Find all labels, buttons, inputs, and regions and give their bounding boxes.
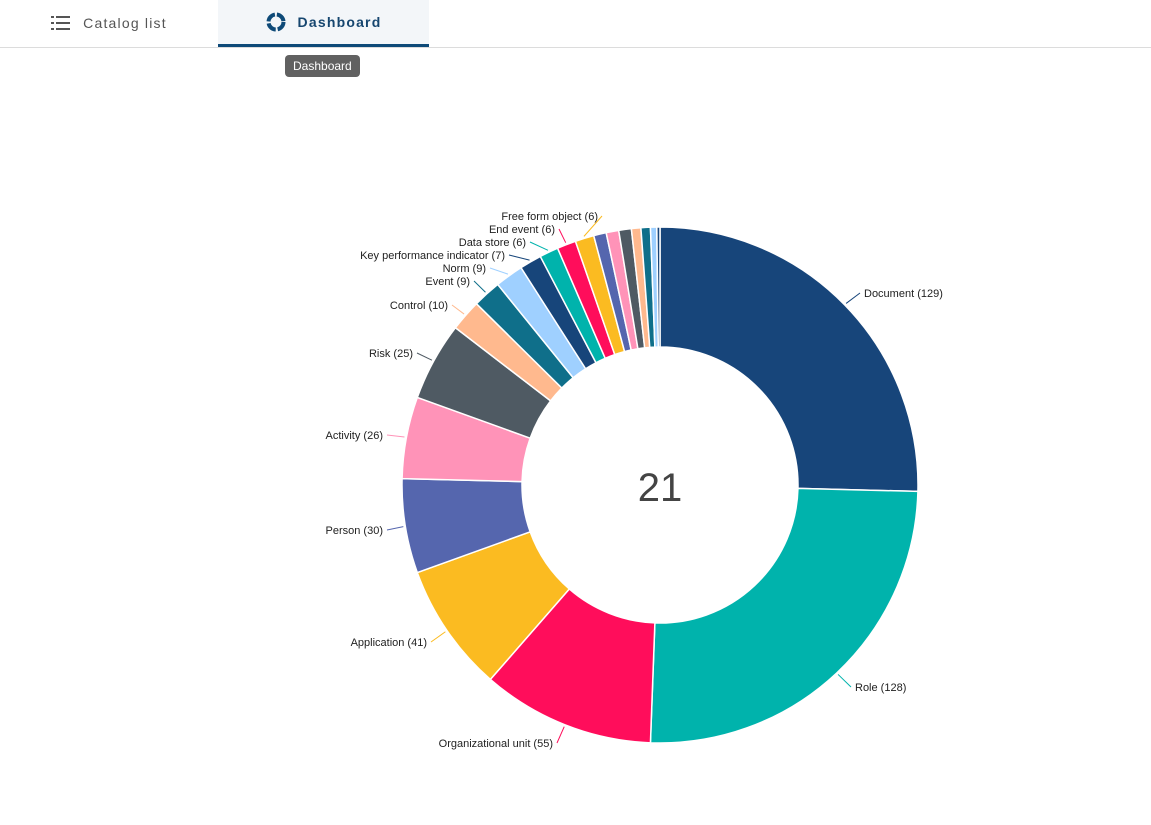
leader-line bbox=[451, 304, 465, 315]
leader-line bbox=[558, 228, 567, 243]
slice-label: Control (10) bbox=[390, 300, 448, 312]
leader-line bbox=[845, 292, 861, 304]
slice-label: Role (128) bbox=[855, 682, 906, 694]
slice-label: Person (30) bbox=[326, 525, 383, 537]
leader-line bbox=[837, 674, 852, 688]
slice-label: Risk (25) bbox=[369, 348, 413, 360]
slice-label: Free form object (6) bbox=[501, 211, 598, 223]
leader-line bbox=[386, 526, 404, 531]
slice-role[interactable] bbox=[649, 487, 919, 744]
slice-label: Organizational unit (55) bbox=[439, 738, 553, 750]
leader-line bbox=[416, 352, 433, 361]
slice-label: Norm (9) bbox=[443, 263, 486, 275]
tab-label: Catalog list bbox=[83, 14, 167, 31]
list-icon bbox=[51, 15, 71, 30]
leader-line bbox=[583, 215, 603, 237]
tab-label: Dashboard bbox=[297, 14, 382, 30]
slice-label: End event (6) bbox=[489, 224, 555, 236]
leader-line bbox=[556, 726, 565, 744]
slice-label: Data store (6) bbox=[459, 237, 526, 249]
slice-unlabeled-20[interactable] bbox=[656, 226, 661, 348]
slice-document[interactable] bbox=[659, 226, 919, 493]
leader-line bbox=[473, 280, 486, 293]
slice-label: Application (41) bbox=[351, 637, 427, 649]
center-value: 21 bbox=[638, 466, 683, 510]
leader-line bbox=[386, 434, 405, 438]
tab-bar: Catalog list Dashboard bbox=[0, 0, 1151, 48]
slice-label: Key performance indicator (7) bbox=[360, 250, 505, 262]
leader-line bbox=[529, 241, 549, 251]
leader-line bbox=[430, 631, 446, 643]
leader-line bbox=[508, 254, 530, 261]
tab-dashboard[interactable]: Dashboard bbox=[218, 0, 429, 47]
slice-label: Document (129) bbox=[864, 288, 943, 300]
tooltip: Dashboard bbox=[285, 55, 360, 77]
leader-line bbox=[489, 267, 509, 275]
slice-label: Activity (26) bbox=[326, 430, 383, 442]
slice-label: Event (9) bbox=[425, 276, 470, 288]
tab-catalog-list[interactable]: Catalog list bbox=[0, 0, 218, 45]
donut-chart-icon bbox=[266, 12, 286, 32]
